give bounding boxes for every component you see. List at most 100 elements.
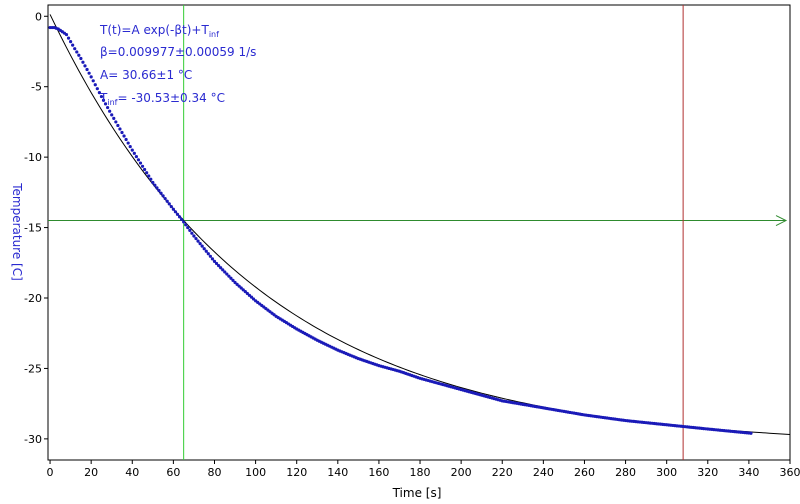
data-point [116, 123, 120, 128]
data-point [69, 40, 73, 44]
y-tick-label: 0 [35, 10, 42, 23]
x-tick-label: 120 [286, 466, 307, 479]
data-point [64, 32, 69, 37]
data-point [217, 264, 221, 268]
x-tick-label: 20 [84, 466, 98, 479]
data-point [241, 288, 245, 292]
data-point [196, 239, 200, 243]
arrow-right-icon [775, 215, 788, 226]
data-point [153, 183, 157, 187]
data-point [225, 272, 229, 276]
data-point [71, 43, 75, 47]
data-point [180, 217, 184, 221]
data-point [251, 297, 256, 301]
data-point [114, 120, 118, 124]
data-point [143, 167, 147, 172]
data-point [112, 116, 116, 120]
y-tick-label: -20 [24, 292, 42, 305]
y-tick-label: -10 [24, 151, 42, 164]
x-tick-label: 240 [533, 466, 554, 479]
data-point [208, 254, 212, 258]
data-point [198, 242, 202, 246]
data-point [157, 188, 161, 193]
data-point [118, 127, 122, 131]
data-point [97, 91, 101, 95]
data-point [169, 204, 173, 209]
fit-annotation: T(t)=A exp(-βt)+Tinf β=0.009977±0.00059 … [99, 23, 256, 107]
data-point [140, 164, 145, 168]
amplitude-label: A= 30.66±1 °C [100, 68, 192, 82]
data-point [89, 75, 93, 79]
data-point [103, 102, 108, 106]
x-tick-label: 140 [327, 466, 348, 479]
data-point [147, 174, 151, 178]
x-axis-ticks: 0 20 40 60 80 100 120 140 160 180 200 220 240 260 280 3… [47, 460, 800, 479]
data-point [122, 134, 126, 138]
data-point [130, 148, 134, 152]
data-point [134, 154, 138, 159]
data-point [249, 295, 254, 299]
data-point [106, 105, 110, 110]
data-point [182, 220, 186, 224]
data-point [136, 158, 141, 162]
x-tick-label: 300 [656, 466, 677, 479]
data-point [159, 191, 163, 195]
data-point [75, 50, 79, 54]
data-point [73, 47, 77, 51]
data-point [231, 278, 235, 282]
data-point [173, 210, 178, 214]
data-point [91, 79, 95, 83]
data-point [110, 113, 114, 117]
data-point [235, 282, 239, 286]
x-tick-label: 200 [451, 466, 472, 479]
data-point [120, 130, 124, 135]
data-point [128, 144, 132, 149]
x-tick-label: 100 [245, 466, 266, 479]
data-point [108, 109, 112, 113]
data-point [749, 431, 753, 435]
data-point [151, 180, 155, 185]
data-point [167, 202, 171, 206]
data-point [210, 257, 215, 261]
x-tick-label: 220 [492, 466, 513, 479]
data-point [233, 280, 237, 285]
data-point [155, 186, 159, 190]
data-point [221, 268, 225, 272]
data-point [219, 266, 223, 270]
data-point [190, 231, 194, 235]
x-axis-title: Time [s] [392, 486, 442, 500]
data-point [175, 212, 180, 216]
tinf-label: Tinf= -30.53±0.34 °C [99, 91, 225, 107]
y-axis-ticks: 0 -5 -10 -15 -20 -25 -30 [24, 10, 48, 446]
data-point [192, 234, 196, 238]
data-point [227, 274, 231, 278]
data-point [200, 244, 204, 248]
data-point [87, 71, 91, 75]
data-point [85, 67, 89, 72]
data-point [202, 247, 206, 251]
y-axis-title: Temperature [C] [10, 182, 24, 281]
data-point [243, 290, 247, 294]
data-point [177, 215, 182, 219]
y-tick-label: -15 [24, 222, 42, 235]
equation-label: T(t)=A exp(-βt)+Tinf [99, 23, 219, 39]
data-point [138, 161, 143, 165]
data-point [163, 196, 167, 201]
data-point [194, 236, 198, 241]
data-point [93, 83, 97, 87]
x-tick-label: 260 [574, 466, 595, 479]
data-point [66, 36, 71, 40]
data-point [83, 64, 87, 68]
data-point [124, 137, 128, 142]
data-point [239, 286, 243, 290]
data-point [79, 56, 83, 61]
data-point [223, 270, 227, 274]
y-tick-label: -30 [24, 433, 42, 446]
data-point [99, 94, 104, 99]
x-tick-label: 360 [780, 466, 800, 479]
x-tick-label: 320 [697, 466, 718, 479]
data-point [186, 225, 190, 230]
data-point [101, 98, 106, 102]
x-tick-label: 160 [368, 466, 389, 479]
